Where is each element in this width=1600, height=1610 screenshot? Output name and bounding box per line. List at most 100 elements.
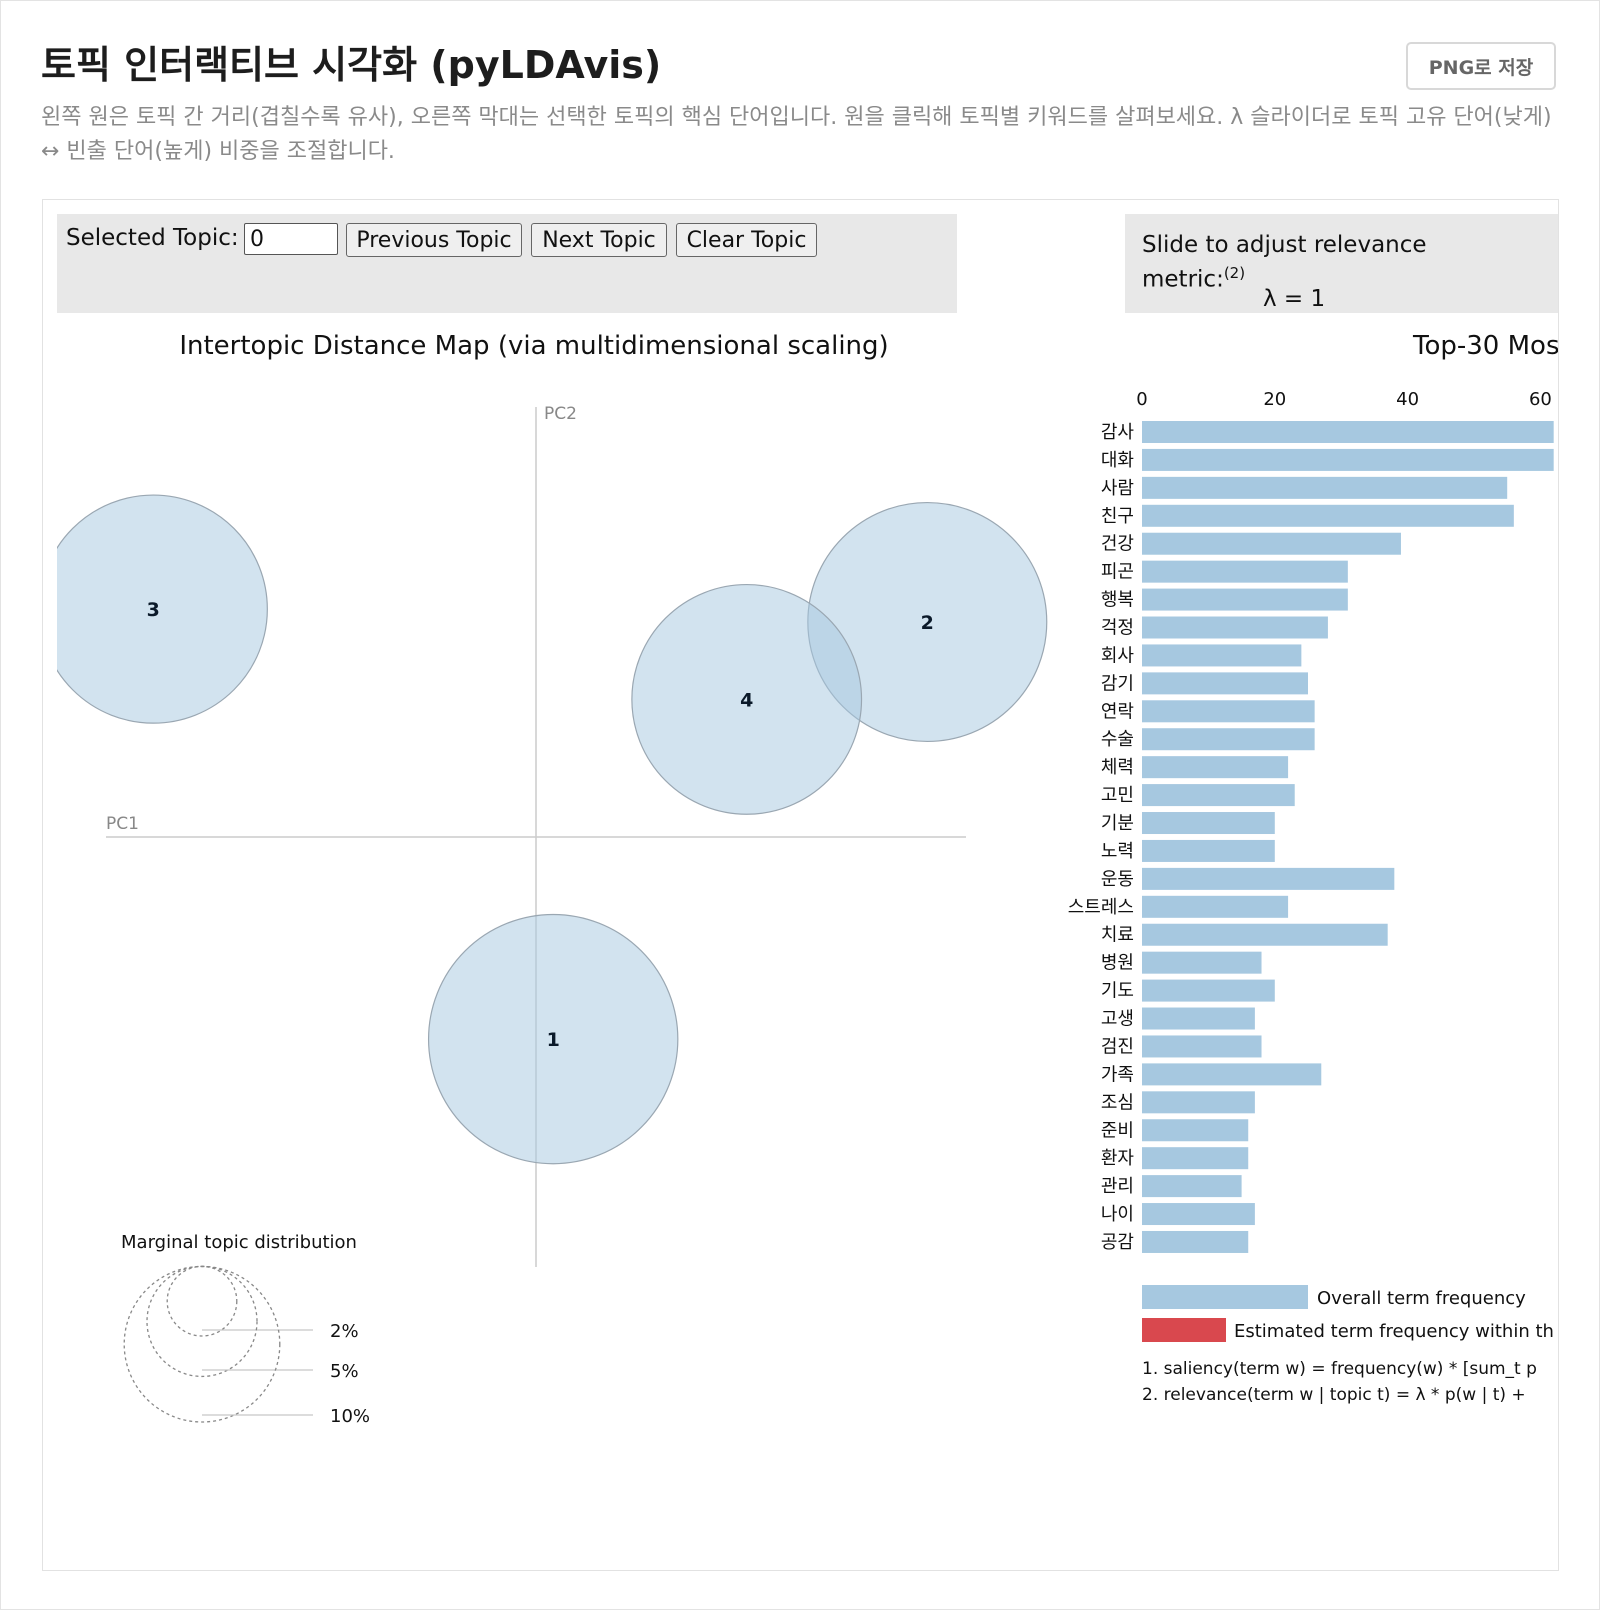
term-bar-overall [1142, 421, 1554, 443]
topic-label-4: 4 [740, 689, 753, 711]
marginal-legend-label-10: 10% [330, 1406, 370, 1427]
pc2-label: PC2 [544, 404, 577, 424]
marginal-legend-circle-5 [146, 1265, 258, 1378]
pc1-label: PC1 [106, 814, 139, 834]
topic-circle-3[interactable] [43, 494, 268, 724]
note-relevance: 2. relevance(term w | topic t) = λ * p(w… [1142, 1385, 1526, 1405]
term-bar-overall [1142, 644, 1302, 667]
bar-xtick-20: 20 [1263, 389, 1286, 410]
term-label[interactable]: 조심 [1101, 1092, 1134, 1113]
term-label[interactable]: 사람 [1101, 478, 1134, 499]
slider-label-line1: Slide to adjust relevance [1142, 232, 1427, 258]
term-label[interactable]: 걱정 [1101, 618, 1134, 639]
topic-label-2: 2 [921, 612, 934, 634]
bar-legend-label-estimated: Estimated term frequency within th [1234, 1321, 1554, 1342]
bar-legend-swatch-overall [1142, 1285, 1308, 1309]
term-bar-overall [1142, 1147, 1249, 1170]
term-label[interactable]: 준비 [1101, 1120, 1134, 1141]
term-bar-overall [1142, 1091, 1255, 1114]
marginal-legend-title: Marginal topic distribution [121, 1232, 357, 1253]
term-label[interactable]: 회사 [1101, 645, 1135, 666]
clear-topic-button[interactable]: Clear Topic [676, 223, 817, 257]
term-bar-overall [1142, 1175, 1242, 1198]
lambda-value[interactable]: λ = 1 [1263, 286, 1326, 312]
term-label[interactable]: 운동 [1101, 869, 1134, 890]
marginal-legend-label-2: 2% [330, 1321, 359, 1342]
topic-label-1: 1 [547, 1029, 560, 1051]
term-label[interactable]: 피곤 [1101, 562, 1134, 583]
term-bar-overall [1142, 1119, 1249, 1142]
term-label[interactable]: 관리 [1101, 1176, 1134, 1197]
topic-circle-4[interactable] [631, 583, 863, 815]
term-bar-overall [1142, 616, 1328, 639]
term-bar-overall [1142, 895, 1289, 918]
term-label[interactable]: 감기 [1101, 673, 1134, 694]
term-bar-overall [1142, 560, 1348, 583]
bar-xtick-60: 60 [1529, 389, 1552, 410]
term-label[interactable]: 병원 [1101, 953, 1134, 974]
term-label[interactable]: 행복 [1101, 590, 1134, 611]
term-label[interactable]: 친구 [1101, 506, 1134, 527]
term-bar-overall [1142, 784, 1295, 807]
ldavis-chart-svg: Intertopic Distance Map (via multidimens… [43, 331, 1558, 1427]
term-label[interactable]: 고민 [1101, 785, 1134, 806]
term-bar-overall [1142, 1007, 1255, 1030]
term-bar-overall [1142, 951, 1262, 974]
term-bar-overall [1142, 812, 1275, 835]
term-label[interactable]: 고생 [1101, 1009, 1134, 1030]
term-bar-overall [1142, 1230, 1249, 1253]
term-bar-overall [1142, 448, 1554, 471]
term-label[interactable]: 연락 [1101, 701, 1134, 722]
term-label[interactable]: 대화 [1101, 450, 1134, 471]
term-bar-overall [1142, 588, 1348, 611]
term-label[interactable]: 건강 [1101, 534, 1134, 555]
term-label[interactable]: 검진 [1101, 1036, 1134, 1057]
term-bar-overall [1142, 1035, 1262, 1058]
note-saliency: 1. saliency(term w) = frequency(w) * [su… [1142, 1359, 1537, 1379]
term-bar-overall [1142, 756, 1289, 779]
term-label[interactable]: 체력 [1101, 757, 1134, 778]
term-label[interactable]: 나이 [1101, 1204, 1134, 1225]
topic-controls: Selected Topic: Previous Topic Next Topi… [57, 214, 957, 313]
term-label[interactable]: 가족 [1101, 1064, 1134, 1085]
previous-topic-button[interactable]: Previous Topic [346, 223, 522, 257]
term-label[interactable]: 공감 [1101, 1232, 1134, 1253]
bar-xtick-40: 40 [1396, 389, 1419, 410]
page-description: 왼쪽 원은 토픽 간 거리(겹칠수록 유사), 오른쪽 막대는 선택한 토픽의 … [41, 105, 1552, 164]
term-bar-overall [1142, 672, 1308, 695]
term-bar-overall [1142, 532, 1401, 555]
term-bar-overall [1142, 504, 1514, 527]
term-label[interactable]: 기도 [1101, 981, 1134, 1002]
topic-circle-1[interactable] [427, 913, 679, 1165]
save-png-button[interactable]: PNG로 저장 [1406, 42, 1556, 90]
bar-legend-swatch-estimated [1142, 1318, 1226, 1342]
term-bar-overall [1142, 867, 1395, 890]
term-label[interactable]: 감사 [1101, 422, 1135, 443]
topic-label-3: 3 [147, 599, 160, 621]
ldavis-panel: Selected Topic: Previous Topic Next Topi… [42, 199, 1559, 1571]
next-topic-button[interactable]: Next Topic [531, 223, 667, 257]
relevance-slider-box: Slide to adjust relevance metric:(2) λ =… [1125, 214, 1558, 313]
term-bar-overall [1142, 728, 1315, 751]
topic-circles-group: 1 2 3 4 [43, 494, 1048, 1165]
selected-topic-input[interactable] [244, 223, 338, 255]
marginal-legend-circle-10 [123, 1265, 281, 1423]
selected-topic-label: Selected Topic: [66, 225, 239, 251]
term-label[interactable]: 환자 [1101, 1148, 1135, 1169]
slider-footnote-ref: (2) [1223, 264, 1246, 282]
term-bar-overall [1142, 979, 1275, 1002]
term-bar-overall [1142, 1203, 1255, 1226]
term-label[interactable]: 수술 [1101, 729, 1134, 750]
term-label[interactable]: 기분 [1101, 813, 1134, 834]
term-bar-overall [1142, 476, 1508, 499]
term-bar-overall [1142, 839, 1275, 862]
mds-title: Intertopic Distance Map (via multidimens… [179, 331, 888, 361]
term-bar-overall [1142, 700, 1315, 723]
term-label[interactable]: 스트레스 [1068, 897, 1134, 918]
bar-legend-label-overall: Overall term frequency [1317, 1288, 1526, 1309]
term-label[interactable]: 치료 [1101, 925, 1134, 946]
page-title: 토픽 인터랙티브 시각화 (pyLDAvis) [41, 43, 662, 87]
slider-label-line2: metric:(2) [1142, 264, 1245, 293]
term-label[interactable]: 노력 [1101, 841, 1134, 862]
term-bar-overall [1142, 1063, 1322, 1086]
